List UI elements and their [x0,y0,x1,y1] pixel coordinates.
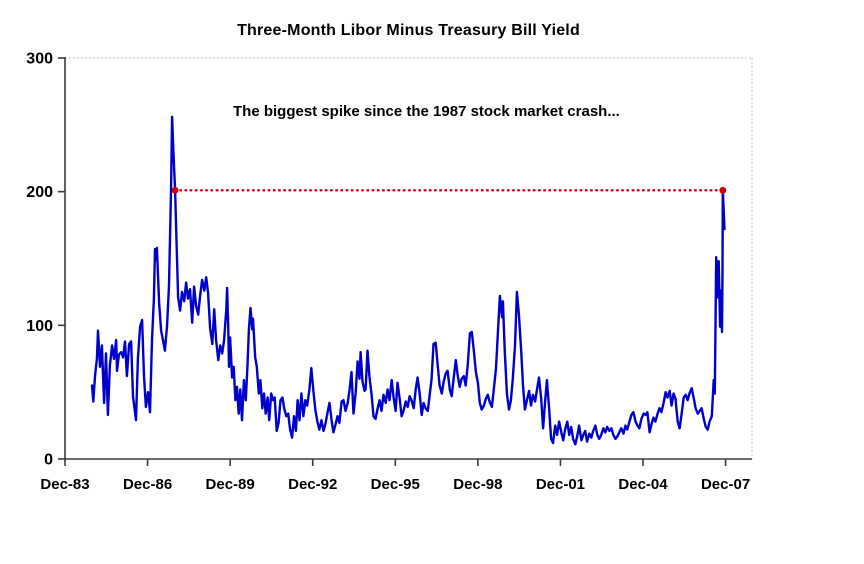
y-tick-label: 100 [26,318,53,335]
x-tick-label: Dec-04 [618,476,668,493]
x-tick-label: Dec-07 [701,476,750,493]
y-tick-label: 0 [44,452,53,469]
x-tick-label: Dec-86 [123,476,172,493]
y-tick-label: 300 [26,51,53,68]
reference-dot-start [171,186,179,194]
x-tick-label: Dec-89 [206,476,255,493]
x-tick-label: Dec-98 [453,476,502,493]
chart-title: Three-Month Libor Minus Treasury Bill Yi… [237,22,580,39]
x-tick-label: Dec-83 [40,476,89,493]
x-tick-label: Dec-01 [536,476,585,493]
y-tick-label: 200 [26,184,53,201]
x-tick-label: Dec-92 [288,476,337,493]
spread-line [90,115,726,446]
x-tick-label: Dec-95 [371,476,420,493]
reference-dot-end [719,186,727,194]
annotation-text: The biggest spike since the 1987 stock m… [233,103,620,120]
